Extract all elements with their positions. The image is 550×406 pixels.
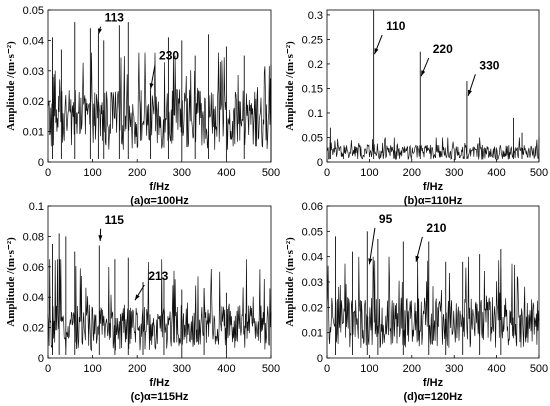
y-tick-label: 0.02 (302, 302, 323, 314)
x-tick-label: 500 (530, 167, 548, 179)
x-tick-label: 300 (445, 363, 463, 375)
x-tick-label: 400 (487, 167, 505, 179)
y-tick-label: 0.06 (23, 262, 44, 274)
y-axis-label: Amplitude /(m·s⁻²) (284, 237, 296, 327)
annotation-label: 115 (105, 213, 125, 227)
axes-box (326, 9, 540, 163)
y-axis-label: Amplitude /(m·s⁻²) (5, 41, 17, 131)
x-tick-label: 100 (83, 363, 101, 375)
x-tick-label: 0 (45, 167, 51, 179)
panel-0: 0 100 200 300 400 500 0 0.01 0.02 0.03 0.04 0.05 f/H… (5, 5, 280, 207)
y-tick-label: 0.15 (302, 83, 323, 95)
x-tick-label: 400 (217, 167, 235, 179)
x-axis-label: f/Hz (423, 377, 444, 389)
panel-1: 0 100 200 300 400 500 0 0.05 0.1 0.15 0.2 0.25 0.3 f/… (284, 9, 548, 207)
x-tick-label: 0 (45, 363, 51, 375)
annotation-arrowhead (98, 28, 102, 35)
x-axis-label: f/Hz (423, 181, 444, 193)
annotation-label: 330 (479, 58, 499, 72)
panel-caption: (c)α=115Hz (131, 391, 189, 403)
annotation-arrowhead (98, 235, 103, 241)
axes-box (47, 205, 272, 359)
x-tick-label: 200 (403, 167, 421, 179)
y-tick-label: 0 (317, 157, 323, 169)
y-tick-label: 0.03 (23, 66, 44, 78)
panel-caption: (d)α=120Hz (403, 391, 463, 403)
x-tick-label: 400 (487, 363, 505, 375)
y-tick-label: 0.06 (302, 201, 323, 213)
spectrum-line-0 (47, 52, 272, 150)
annotation-label: 210 (426, 221, 446, 235)
annotation-arrowhead (374, 48, 379, 55)
y-tick-label: 0.04 (302, 252, 323, 264)
panel-3: 0 100 200 300 400 500 0 0.01 0.02 0.03 0.04 0.05 0.0… (284, 201, 548, 403)
x-tick-label: 500 (530, 363, 548, 375)
annotation-label: 213 (148, 269, 168, 283)
x-tick-label: 300 (173, 167, 191, 179)
y-tick-label: 0 (317, 353, 323, 365)
x-tick-label: 200 (403, 363, 421, 375)
y-axis-label: Amplitude /(m·s⁻²) (284, 41, 296, 131)
y-tick-label: 0.01 (23, 127, 44, 139)
x-tick-label: 300 (445, 167, 463, 179)
y-tick-label: 0.05 (302, 226, 323, 238)
x-axis-label: f/Hz (149, 377, 170, 389)
y-tick-label: 0.02 (23, 323, 44, 335)
y-tick-label: 0.25 (302, 34, 323, 46)
annotation-arrowhead (134, 294, 140, 301)
y-tick-label: 0.02 (23, 96, 44, 108)
x-tick-label: 200 (128, 167, 146, 179)
x-tick-label: 100 (83, 167, 101, 179)
annotation-label: 220 (433, 42, 453, 56)
panel-caption: (a)α=100Hz (130, 195, 189, 207)
x-tick-label: 400 (217, 363, 235, 375)
y-tick-label: 0 (38, 157, 44, 169)
x-tick-label: 500 (262, 363, 280, 375)
x-tick-label: 100 (360, 363, 378, 375)
spectrum-line-1 (326, 136, 540, 161)
annotation-arrow (368, 227, 376, 265)
spectrum-line-3 (326, 256, 540, 348)
annotation-label: 95 (379, 212, 393, 226)
y-tick-label: 0.05 (23, 5, 44, 17)
y-tick-label: 0 (38, 353, 44, 365)
annotation-arrowhead (468, 89, 472, 96)
panel-2: 0 100 200 300 400 500 0 0.02 0.04 0.06 0.08 0.1 f/Hz… (5, 201, 280, 403)
x-tick-label: 0 (324, 363, 330, 375)
annotation-label: 230 (159, 49, 179, 63)
y-tick-label: 0.08 (23, 231, 44, 243)
y-tick-label: 0.3 (308, 10, 323, 22)
y-tick-label: 0.01 (302, 328, 323, 340)
panel-caption: (b)α=110Hz (404, 195, 463, 207)
annotation-arrowhead (415, 255, 420, 262)
annotation-arrowhead (368, 258, 373, 265)
x-tick-label: 300 (173, 363, 191, 375)
x-tick-label: 200 (128, 363, 146, 375)
x-axis-label: f/Hz (149, 181, 170, 193)
y-tick-label: 0.05 (302, 132, 323, 144)
x-tick-label: 100 (360, 167, 378, 179)
spectrum-line-2 (47, 259, 272, 352)
annotation-arrowhead (421, 70, 426, 77)
axes-box (47, 9, 272, 163)
annotation-label: 113 (105, 11, 125, 25)
annotation-arrowhead (149, 83, 154, 90)
x-tick-label: 0 (324, 167, 330, 179)
annotation-label: 110 (386, 19, 406, 33)
y-tick-label: 0.04 (23, 292, 44, 304)
y-tick-label: 0.2 (308, 59, 323, 71)
y-tick-label: 0.1 (308, 108, 323, 120)
y-tick-label: 0.03 (302, 277, 323, 289)
y-axis-label: Amplitude /(m·s⁻²) (5, 237, 17, 327)
y-tick-label: 0.04 (23, 35, 44, 47)
y-tick-label: 0.1 (29, 201, 44, 213)
x-tick-label: 500 (262, 167, 280, 179)
